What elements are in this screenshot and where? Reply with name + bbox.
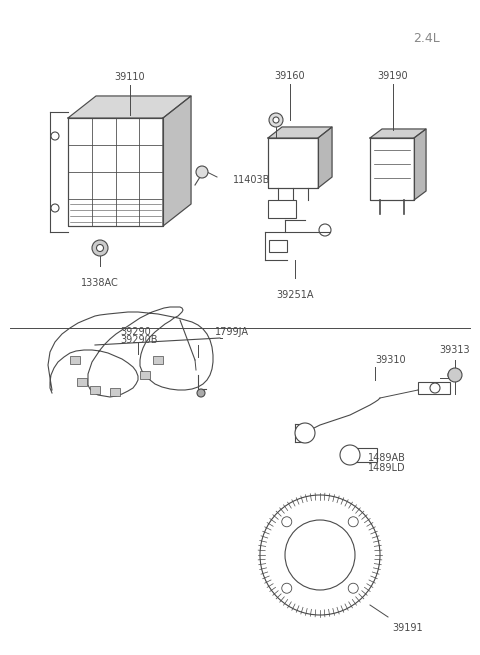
Text: 1489LD: 1489LD — [368, 463, 406, 473]
Circle shape — [282, 517, 292, 527]
Text: 39290: 39290 — [120, 327, 151, 337]
Text: 11403B: 11403B — [233, 175, 270, 185]
Bar — [355, 448, 377, 462]
Bar — [90, 386, 100, 394]
Text: 39313: 39313 — [440, 345, 470, 355]
Polygon shape — [370, 129, 426, 138]
Bar — [153, 356, 163, 364]
Text: 2.4L: 2.4L — [413, 32, 440, 45]
Polygon shape — [268, 127, 332, 138]
Circle shape — [348, 517, 358, 527]
Circle shape — [282, 583, 292, 593]
Bar — [70, 356, 80, 364]
Text: 1489AB: 1489AB — [368, 453, 406, 463]
Circle shape — [197, 389, 205, 397]
Circle shape — [196, 166, 208, 178]
Bar — [77, 378, 87, 386]
Bar — [140, 371, 150, 379]
Bar — [269, 240, 287, 252]
Circle shape — [273, 117, 279, 123]
Text: 39190: 39190 — [378, 71, 408, 81]
Text: 39310: 39310 — [375, 355, 406, 365]
Text: 39191: 39191 — [392, 623, 422, 633]
Bar — [110, 388, 120, 396]
Text: 1338AC: 1338AC — [81, 278, 119, 288]
Text: 39290B: 39290B — [120, 335, 157, 345]
Bar — [268, 200, 296, 218]
Circle shape — [92, 240, 108, 256]
Bar — [268, 138, 318, 188]
Text: 39110: 39110 — [115, 72, 145, 82]
Bar — [68, 118, 163, 226]
Bar — [370, 138, 414, 200]
Circle shape — [448, 368, 462, 382]
Circle shape — [348, 583, 358, 593]
Circle shape — [269, 113, 283, 127]
Text: 39160: 39160 — [275, 71, 305, 81]
Circle shape — [340, 445, 360, 465]
Text: 1799JA: 1799JA — [215, 327, 249, 337]
Circle shape — [295, 423, 315, 443]
Text: 39251A: 39251A — [276, 290, 314, 300]
Polygon shape — [68, 96, 191, 118]
Circle shape — [96, 244, 104, 252]
Polygon shape — [163, 96, 191, 226]
Bar — [418, 382, 450, 394]
Polygon shape — [318, 127, 332, 188]
Polygon shape — [414, 129, 426, 200]
